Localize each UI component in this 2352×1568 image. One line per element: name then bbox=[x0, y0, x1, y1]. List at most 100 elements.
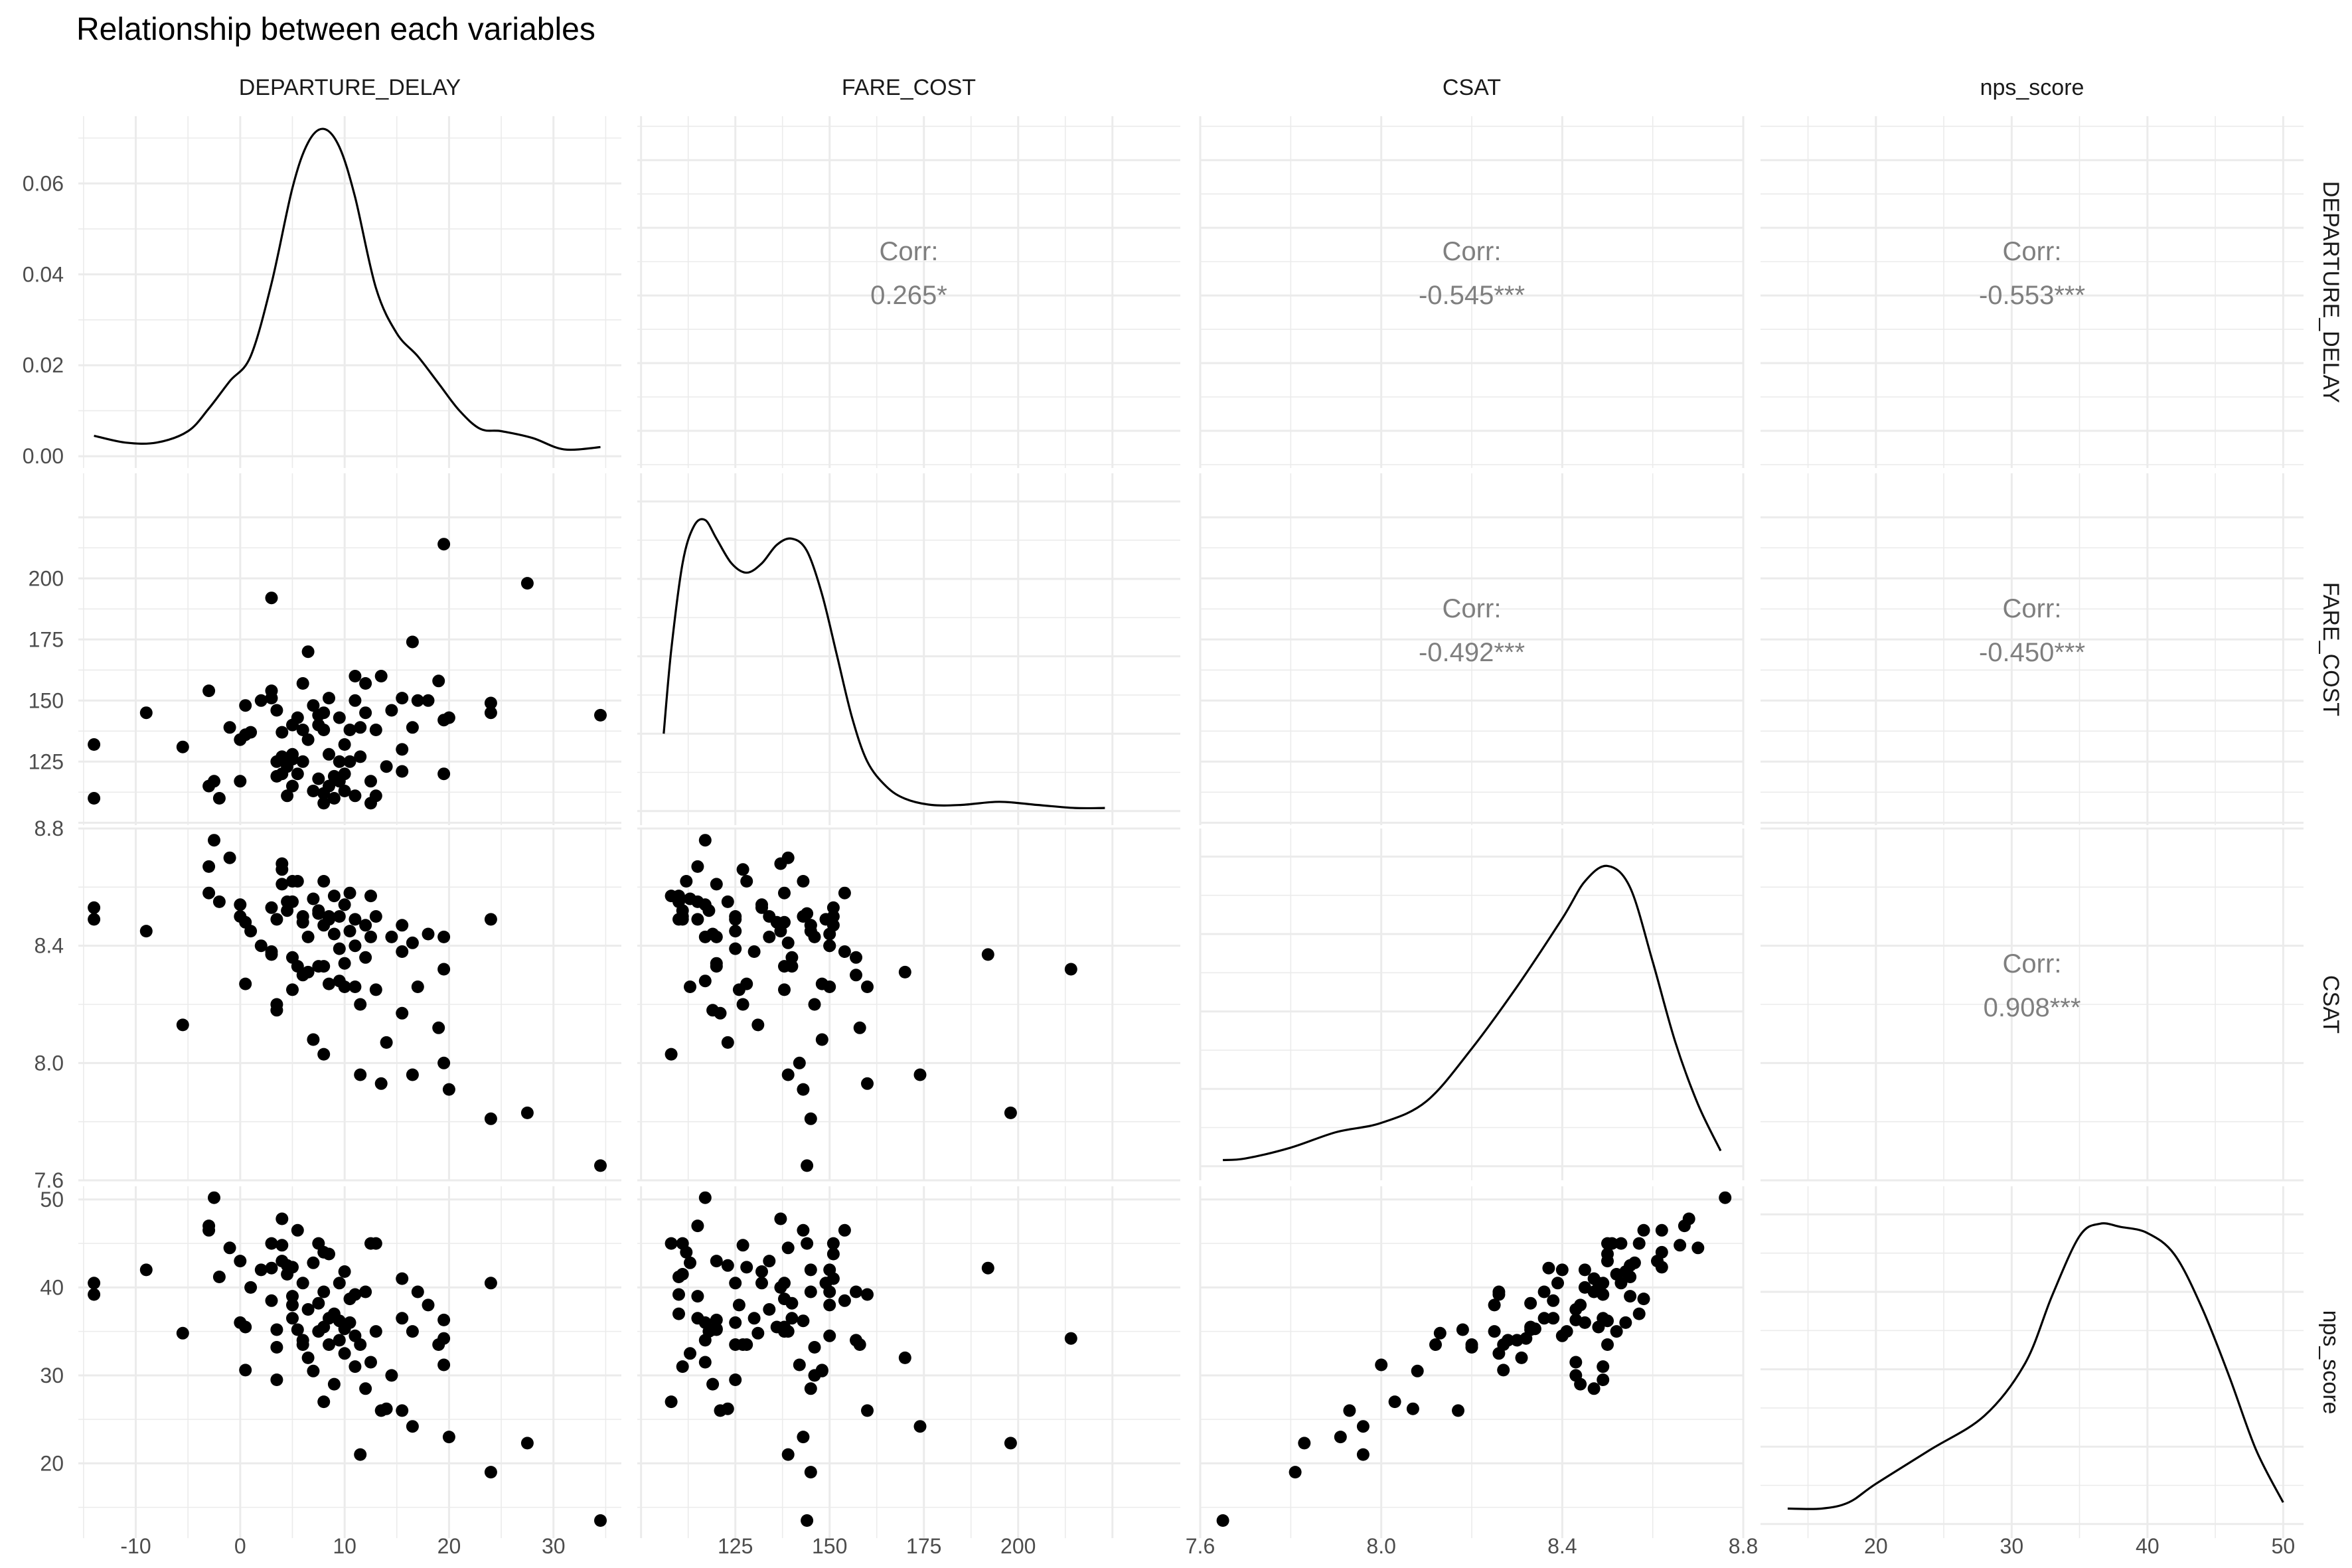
x-tick-label: 175 bbox=[906, 1534, 941, 1558]
panel-grid: DEPARTURE_DELAY FARE_COST CSAT nps_score DEP… bbox=[23, 75, 2343, 1558]
scatter-point bbox=[1515, 1351, 1528, 1364]
scatter-point bbox=[804, 1285, 817, 1298]
scatter-point bbox=[520, 577, 534, 590]
scatter-point bbox=[676, 910, 689, 923]
scatter-point bbox=[1406, 1402, 1419, 1415]
scatter-point bbox=[244, 1281, 258, 1294]
scatter-point bbox=[778, 915, 791, 929]
scatter-point bbox=[706, 1377, 720, 1391]
scatter-point bbox=[244, 925, 258, 938]
scatter-point bbox=[396, 1312, 409, 1325]
scatter-csat-vs-departure-delay bbox=[88, 834, 607, 1172]
scatter-point bbox=[665, 890, 678, 903]
scatter-point bbox=[275, 863, 289, 876]
scatter-point bbox=[1674, 1239, 1687, 1252]
y-tick-label: 0.06 bbox=[23, 171, 64, 195]
scatter-point bbox=[680, 875, 693, 888]
corr-label: Corr: bbox=[2003, 237, 2062, 266]
scatter-point bbox=[411, 1285, 424, 1298]
corr-value: -0.545*** bbox=[1419, 281, 1525, 310]
scatter-point bbox=[286, 779, 299, 793]
scatter-point bbox=[1520, 1332, 1533, 1345]
scatter-point bbox=[338, 957, 351, 970]
y-tick-label: 175 bbox=[29, 627, 64, 651]
scatter-point bbox=[781, 1448, 795, 1461]
scatter-point bbox=[698, 930, 712, 943]
scatter-point bbox=[343, 886, 356, 900]
scatter-point bbox=[338, 980, 351, 993]
scatter-point bbox=[684, 980, 696, 993]
scatter-point bbox=[981, 948, 994, 961]
scatter-point bbox=[672, 1307, 685, 1320]
scatter-point bbox=[88, 1288, 101, 1301]
corr-value: 0.265* bbox=[870, 281, 947, 310]
scatter-point bbox=[317, 706, 331, 720]
scatter-point bbox=[740, 1261, 753, 1274]
scatter-point bbox=[763, 930, 776, 943]
scatter-point bbox=[781, 1068, 795, 1081]
corr-label: Corr: bbox=[2003, 949, 2062, 979]
scatter-point bbox=[1619, 1316, 1632, 1329]
scatter-point bbox=[721, 895, 734, 908]
scatter-point bbox=[286, 895, 299, 908]
scatter-point bbox=[396, 945, 409, 958]
scatter-point bbox=[1465, 1338, 1478, 1351]
scatter-point bbox=[338, 1265, 351, 1278]
scatter-point bbox=[202, 1223, 216, 1237]
scatter-point bbox=[826, 1237, 840, 1250]
scatter-point bbox=[1356, 1420, 1370, 1433]
scatter-point bbox=[296, 724, 309, 736]
scatter-point bbox=[520, 1437, 534, 1450]
scatter-point bbox=[301, 965, 315, 979]
chart-title: Relationship between each variables bbox=[76, 12, 595, 47]
corr-value: 0.908*** bbox=[1984, 993, 2081, 1022]
panel-fare-cost-departure-delay bbox=[78, 473, 621, 825]
scatter-point bbox=[861, 1404, 874, 1417]
scatter-point bbox=[349, 939, 362, 953]
scatter-point bbox=[736, 1239, 749, 1252]
scatter-point bbox=[778, 1293, 791, 1306]
scatter-point bbox=[823, 939, 836, 953]
y-tick-label: 40 bbox=[40, 1275, 64, 1299]
scatter-point bbox=[286, 1261, 299, 1274]
scatter-point bbox=[385, 704, 398, 717]
scatter-point bbox=[1488, 1325, 1501, 1338]
scatter-point bbox=[364, 775, 377, 788]
scatter-point bbox=[396, 1272, 409, 1285]
corr-label: Corr: bbox=[1443, 594, 1502, 623]
scatter-point bbox=[396, 1006, 409, 1020]
scatter-point bbox=[208, 1191, 220, 1204]
scatter-point bbox=[1488, 1298, 1501, 1312]
scatter-point bbox=[804, 919, 817, 932]
scatter-point bbox=[317, 1048, 331, 1061]
scatter-point bbox=[270, 1004, 283, 1017]
scatter-point bbox=[801, 1159, 814, 1172]
scatter-point bbox=[729, 1277, 742, 1290]
scatter-point bbox=[437, 1358, 451, 1372]
scatter-point bbox=[359, 706, 372, 720]
y-tick-label: 125 bbox=[29, 749, 64, 773]
scatter-point bbox=[740, 875, 753, 888]
scatter-point bbox=[411, 980, 424, 993]
scatter-point bbox=[1289, 1466, 1302, 1479]
scatter-point bbox=[853, 1338, 866, 1351]
density-curve-departure-delay bbox=[94, 127, 601, 451]
y-tick-label: 20 bbox=[40, 1451, 64, 1475]
scatter-point bbox=[778, 960, 791, 973]
scatter-point bbox=[374, 1077, 388, 1090]
scatter-point bbox=[275, 726, 289, 739]
scatter-point bbox=[380, 1036, 393, 1049]
strip-label-row-nps-score: nps_score bbox=[2318, 1310, 2343, 1415]
scatter-point bbox=[333, 910, 346, 923]
scatter-point bbox=[1497, 1364, 1510, 1377]
scatter-point bbox=[785, 951, 799, 964]
scatter-point bbox=[265, 945, 278, 958]
scatter-point bbox=[861, 1077, 874, 1090]
scatter-point bbox=[312, 1296, 325, 1310]
scatter-point bbox=[484, 1112, 497, 1125]
scatter-point bbox=[729, 1316, 742, 1329]
scatter-point bbox=[520, 1106, 534, 1119]
panel-departure-delay-fare-cost bbox=[637, 116, 1180, 468]
scatter-point bbox=[223, 1241, 236, 1255]
scatter-point bbox=[1601, 1247, 1614, 1261]
